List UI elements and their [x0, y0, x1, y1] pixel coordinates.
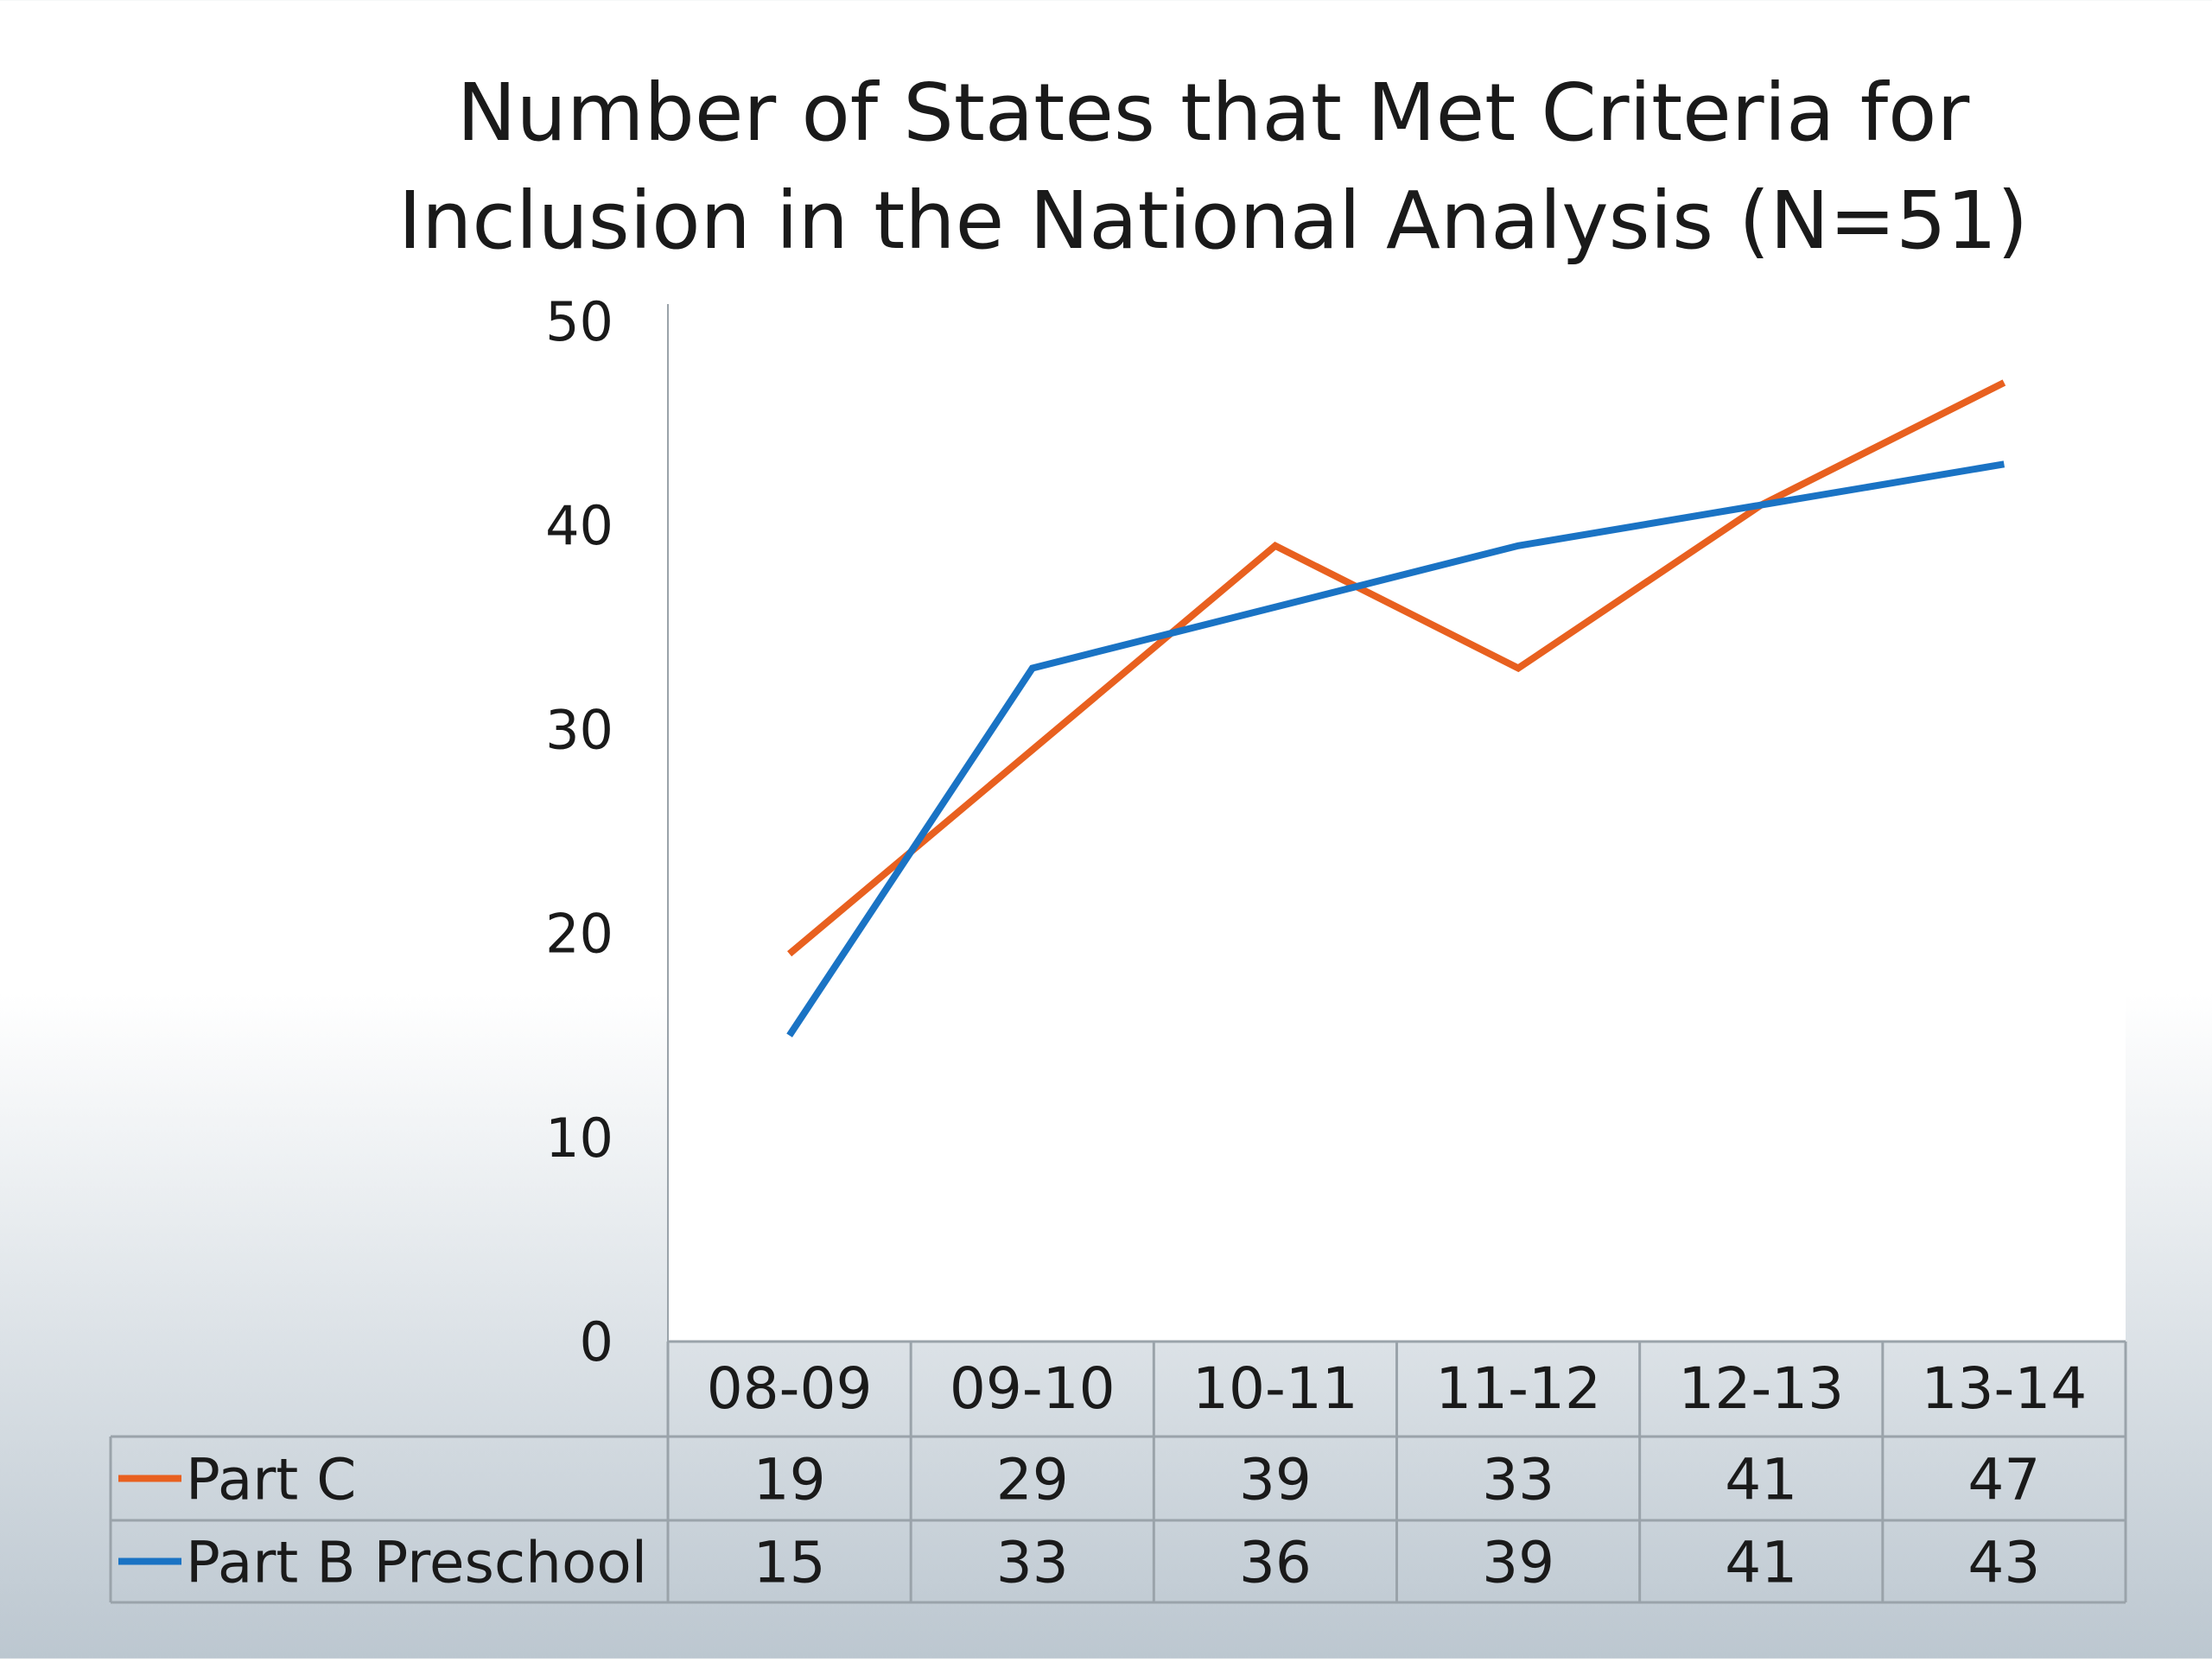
table-value: 19 — [753, 1447, 826, 1513]
chart-title-line-2: Inclusion in the National Analysis (N=51… — [398, 174, 2028, 267]
table-value: 33 — [1482, 1447, 1554, 1513]
table-value: 29 — [996, 1447, 1069, 1513]
table-value: 47 — [1967, 1447, 2040, 1513]
table-value: 39 — [1239, 1447, 1312, 1513]
table-value: 36 — [1239, 1530, 1312, 1596]
y-axis: 0 10 20 30 40 50 — [545, 290, 669, 1373]
series-line — [786, 460, 2005, 1037]
y-tick-label: 10 — [545, 1107, 613, 1170]
table-value: 43 — [1967, 1530, 2040, 1596]
chart-title-line-1: Number of States that Met Criteria for — [457, 67, 1970, 159]
series-line — [787, 379, 2006, 957]
y-tick-label: 40 — [545, 494, 613, 557]
table-value: 41 — [1725, 1530, 1797, 1596]
x-category-label: 12-13 — [1678, 1355, 1844, 1422]
series-lines — [786, 379, 2006, 1037]
y-tick-label: 30 — [545, 698, 613, 761]
data-table: 08-09 09-10 10-11 11-12 12-13 13-14 Part C 19 29… — [109, 1340, 2127, 1604]
legend-series-name: Part C — [186, 1447, 356, 1513]
legend-series-name: Part B Preschool — [186, 1530, 647, 1596]
x-category-label: 10-11 — [1192, 1355, 1358, 1422]
table-value: 39 — [1482, 1530, 1554, 1596]
x-category-label: 09-10 — [950, 1355, 1116, 1422]
table-value: 15 — [753, 1530, 826, 1596]
y-tick-label: 50 — [545, 290, 613, 353]
x-category-label: 08-09 — [707, 1355, 873, 1422]
y-tick-label: 20 — [545, 903, 613, 966]
plot-area — [668, 304, 2126, 1341]
x-category-label: 13-14 — [1922, 1355, 2088, 1422]
table-value: 41 — [1725, 1447, 1797, 1513]
y-tick-label: 0 — [580, 1310, 613, 1373]
table-value: 33 — [996, 1530, 1069, 1596]
x-category-label: 11-12 — [1435, 1355, 1601, 1422]
